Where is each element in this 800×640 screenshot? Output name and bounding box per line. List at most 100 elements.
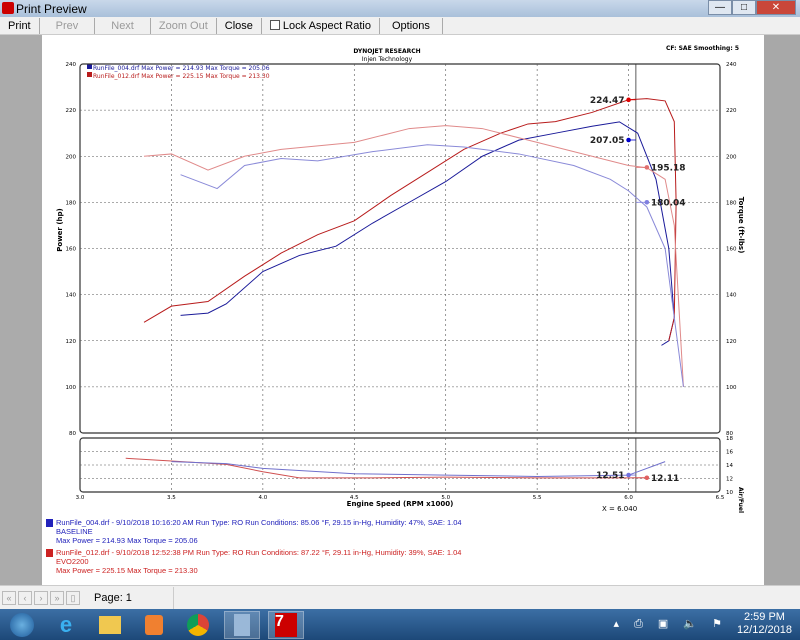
x-tick-label: 5.5: [533, 495, 542, 501]
series-power_012: [143, 98, 677, 341]
legend-swatch-012: [87, 72, 92, 77]
y-tick-label: 220: [66, 108, 77, 114]
clock[interactable]: 2:59 PM 12/12/2018: [737, 611, 792, 637]
lock-aspect-checkbox[interactable]: Lock Aspect Ratio: [262, 17, 380, 34]
windows-logo-icon: [10, 612, 34, 637]
y-tick-label: 80: [69, 431, 76, 437]
legend-top-run-004: RunFile_004.drf Max Power = 214.93 Max T…: [93, 65, 270, 72]
legend-swatch-004: [87, 64, 92, 69]
marker-label: 12.11: [651, 474, 679, 484]
run-012-conditions: RunFile_012.drf - 9/10/2018 12:52:38 PM …: [56, 548, 462, 557]
print-button[interactable]: Print: [0, 17, 40, 34]
y2-tick-label: 220: [726, 108, 737, 114]
report-settings: CF: SAE Smoothing: 5: [666, 45, 739, 52]
y2-tick-label: 180: [726, 200, 737, 206]
maximize-button[interactable]: □: [732, 0, 756, 15]
marker-label: 12.51: [596, 471, 624, 481]
window-title: Print Preview: [16, 1, 87, 16]
y2-tick-label: 160: [726, 247, 737, 253]
x-tick-label: 5.0: [441, 495, 450, 501]
calculator-icon[interactable]: [224, 610, 260, 639]
preview-background: [764, 35, 800, 585]
y-tick-label: 160: [66, 247, 77, 253]
prev-page-button[interactable]: ‹: [18, 590, 32, 605]
run-004-name: BASELINE: [56, 527, 93, 536]
y2-tick-label: 240: [726, 62, 737, 68]
page-icon[interactable]: ▯: [66, 590, 80, 605]
afr-tick-label: 18: [726, 436, 733, 442]
legend-top-run-012: RunFile_012.drf Max Power = 225.15 Max T…: [93, 73, 270, 80]
x-tick-label: 3.0: [76, 495, 85, 501]
close-button[interactable]: Close: [217, 17, 262, 34]
marker-label: 195.18: [651, 163, 686, 173]
clock-date: 12/12/2018: [736, 624, 792, 636]
y-tick-label: 140: [66, 293, 77, 299]
ie-icon[interactable]: e: [59, 611, 73, 637]
y-tick-label: 100: [66, 385, 77, 391]
first-page-button[interactable]: «: [2, 590, 16, 605]
y2-tick-label: 120: [726, 339, 737, 345]
run-004-conditions: RunFile_004.drf - 9/10/2018 10:16:20 AM …: [56, 518, 462, 527]
print-page: DYNOJET RESEARCH Injen Technology CF: SA…: [42, 35, 764, 585]
afr-axis-label: Air/Fuel: [737, 487, 744, 513]
dyno-chart: DYNOJET RESEARCH Injen Technology CF: SA…: [56, 45, 745, 513]
afr-tick-label: 10: [726, 490, 733, 496]
cursor-readout: X = 6.040: [602, 505, 637, 513]
prev-button[interactable]: Prev: [40, 17, 96, 34]
x-tick-label: 4.5: [350, 495, 359, 501]
zoom-out-button[interactable]: Zoom Out: [151, 17, 217, 34]
y2-axis-label: Torque (ft-lbs): [737, 197, 745, 254]
options-button[interactable]: Options: [380, 17, 443, 34]
chrome-icon[interactable]: [180, 611, 216, 639]
series-power_004: [180, 121, 675, 346]
clock-time: 2:59 PM: [743, 611, 785, 623]
y2-tick-label: 80: [726, 431, 733, 437]
app-icon: [2, 2, 14, 14]
marker-label: 180.04: [651, 198, 686, 208]
series-afr_012: [125, 457, 647, 479]
minimize-button[interactable]: —: [708, 0, 732, 15]
marker-dot: [644, 199, 650, 205]
y2-tick-label: 100: [726, 385, 737, 391]
series-torque_004: [180, 144, 684, 387]
start-button[interactable]: [4, 611, 40, 639]
series-torque_012: [143, 125, 684, 387]
afr-tick-label: 12: [726, 477, 733, 483]
y-tick-label: 180: [66, 200, 77, 206]
company-name: DYNOJET RESEARCH: [353, 48, 420, 55]
marker-dot: [644, 475, 650, 481]
status-bar: « ‹ › » ▯ Page: 1: [0, 585, 800, 609]
y-tick-label: 200: [66, 154, 77, 160]
checkbox-icon: [269, 19, 280, 30]
marker-dot: [626, 137, 631, 143]
marker-dot: [626, 97, 631, 103]
run-012-name: EVO2200: [56, 557, 89, 566]
explorer-icon[interactable]: [92, 611, 128, 639]
next-button[interactable]: Next: [95, 17, 151, 34]
afr-tick-label: 14: [726, 463, 733, 469]
x-tick-label: 3.5: [167, 495, 176, 501]
marker-dot: [626, 472, 631, 478]
next-page-button[interactable]: ›: [34, 590, 48, 605]
y2-tick-label: 200: [726, 154, 737, 160]
series-afr_004: [171, 461, 666, 477]
run-swatch-004: [46, 519, 53, 527]
y-tick-label: 120: [66, 339, 77, 345]
last-page-button[interactable]: »: [50, 590, 64, 605]
taskbar: e 7 ▴ ⎙ ▣ 🔈 ⚑ 2:59 PM 12/12/2018: [0, 609, 800, 640]
run-012-max: Max Power = 225.15 Max Torque = 213.30: [56, 566, 198, 575]
toolbar: Print Prev Next Zoom Out Close Lock Aspe…: [0, 17, 800, 35]
dynojet-app-icon[interactable]: 7: [268, 610, 304, 639]
x-tick-label: 6.5: [716, 495, 725, 501]
y2-tick-label: 140: [726, 293, 737, 299]
close-window-button[interactable]: ✕: [756, 0, 796, 15]
media-player-icon[interactable]: [136, 611, 172, 639]
run-004-max: Max Power = 214.93 Max Torque = 205.06: [56, 536, 198, 545]
x-axis-label: Engine Speed (RPM x1000): [347, 500, 454, 508]
marker-label: 207.05: [590, 136, 625, 146]
report-subtitle: Injen Technology: [362, 56, 413, 63]
run-info-012: RunFile_012.drf - 9/10/2018 12:52:38 PM …: [46, 548, 462, 575]
system-tray-icons[interactable]: ▴ ⎙ ▣ 🔈 ⚑: [613, 618, 728, 630]
marker-dot: [644, 165, 650, 170]
title-bar: Print Preview — □ ✕: [0, 0, 800, 17]
